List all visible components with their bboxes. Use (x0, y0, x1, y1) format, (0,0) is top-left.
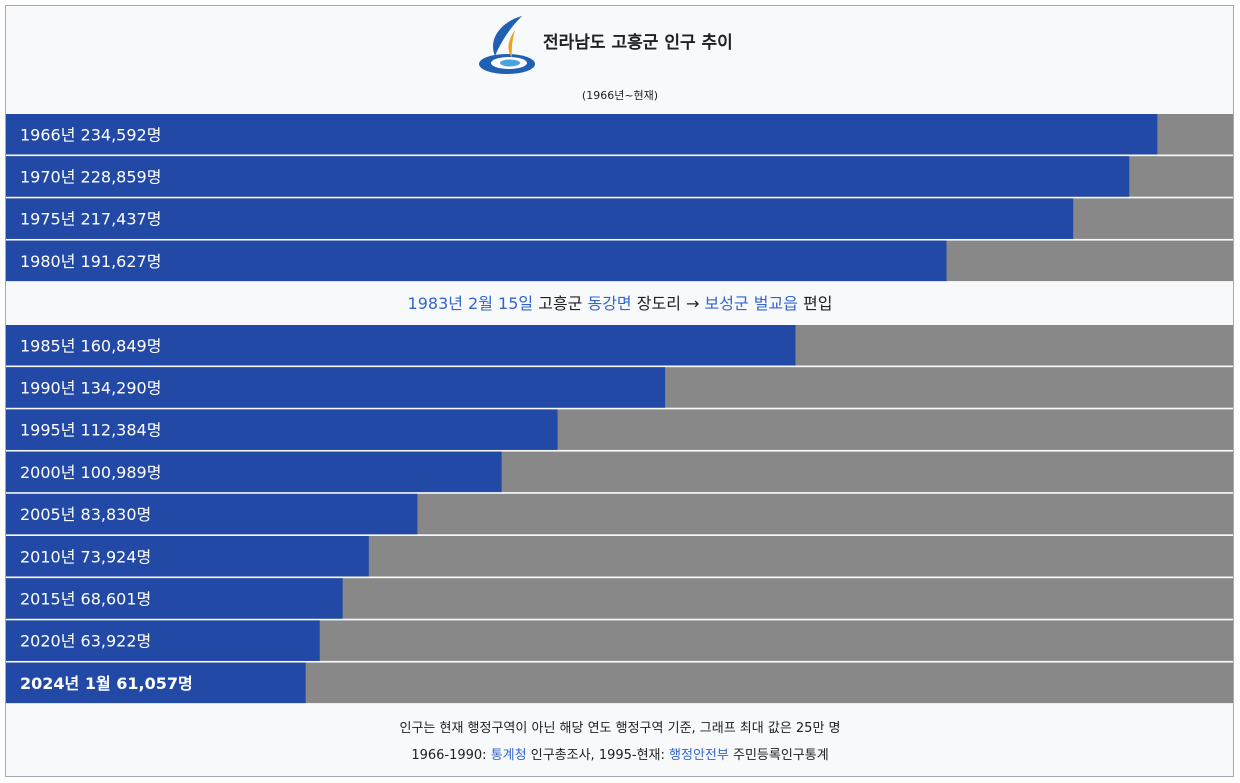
link: 1983년 2월 15일 (408, 294, 534, 313)
value-label: 63,922명 (81, 631, 152, 650)
bar (6, 240, 947, 282)
logo (479, 16, 535, 74)
text: 1966-1990: (411, 748, 486, 763)
value-label: 112,384명 (81, 420, 162, 439)
category-label: 2005년 (20, 505, 75, 524)
value-label: 217,437명 (81, 209, 162, 228)
link: 통계청 (491, 748, 527, 763)
value-label: 68,601명 (81, 589, 152, 608)
text: 고흥군 (538, 294, 582, 313)
text: 인구는 현재 행정구역이 아닌 해당 연도 행정구역 기준, 그래프 최대 값은… (399, 720, 840, 736)
note: 1966-1990: 통계청 인구총조사, 1995-현재: 행정안전부 주민등… (411, 747, 828, 763)
bar-label: 2024년 1월 61,057명 (20, 673, 193, 692)
bar (6, 198, 1074, 239)
value-label: 191,627명 (81, 251, 162, 270)
category-label: 1995년 (20, 420, 75, 439)
text: 주민등록인구통계 (733, 748, 829, 763)
category-label: 1966년 (20, 125, 75, 144)
bar-label: 1980년 191,627명 (20, 251, 161, 270)
bar (6, 578, 343, 619)
category-label: 2015년 (20, 589, 75, 608)
category-label: 1975년 (20, 209, 75, 228)
chart-title: 전라남도 고흥군 인구 추이 (543, 32, 733, 53)
bar (6, 367, 666, 408)
bar-label: 2015년 68,601명 (20, 589, 151, 608)
text: → (686, 294, 699, 313)
value-label: 134,290명 (81, 378, 162, 397)
text: 편입 (803, 294, 832, 313)
bar-label: 1995년 112,384명 (20, 420, 161, 439)
bar (6, 662, 306, 704)
category-label: 1990년 (20, 378, 75, 397)
bar-label: 2000년 100,989명 (20, 462, 161, 481)
bar (6, 325, 796, 366)
note: 인구는 현재 행정구역이 아닌 해당 연도 행정구역 기준, 그래프 최대 값은… (399, 720, 840, 736)
bar-label: 1985년 160,849명 (20, 336, 161, 355)
category-label: 1985년 (20, 336, 75, 355)
annotation: 1983년 2월 15일 고흥군 동강면 장도리 → 보성군 벌교읍 편입 (408, 294, 833, 313)
value-label: 73,924명 (81, 547, 152, 566)
value-label: 61,057명 (116, 673, 192, 692)
link: 행정안전부 (669, 747, 729, 763)
category-label: 1970년 (20, 167, 75, 186)
bar-label: 1966년 234,592명 (20, 125, 161, 144)
bar (6, 114, 1158, 155)
value-label: 234,592명 (81, 125, 162, 144)
value-label: 83,830명 (81, 505, 152, 524)
bar (6, 493, 418, 535)
bar-label: 2020년 63,922명 (20, 631, 151, 650)
category-label: 2010년 (20, 547, 75, 566)
category-label: 2000년 (20, 462, 75, 481)
chart-subtitle: (1966년~현재) (582, 89, 658, 102)
value-label: 100,989명 (81, 462, 162, 481)
bar (6, 451, 502, 493)
value-label: 160,849명 (81, 336, 162, 355)
category-label: 2020년 (20, 631, 75, 650)
bar (6, 409, 558, 450)
category-label: 2024년 1월 (20, 673, 111, 692)
value-label: 228,859명 (81, 167, 162, 186)
bar-label: 2005년 83,830명 (20, 505, 151, 524)
link: 동강면 (587, 294, 631, 313)
bar (6, 156, 1130, 197)
category-label: 1980년 (20, 251, 75, 270)
bar-label: 1975년 217,437명 (20, 209, 161, 228)
bar-label: 1970년 228,859명 (20, 167, 161, 186)
text: 인구총조사, 1995-현재: (531, 748, 665, 763)
link: 보성군 벌교읍 (705, 294, 798, 313)
text: 장도리 (637, 294, 681, 313)
bar-label: 2010년 73,924명 (20, 547, 151, 566)
annotation-row (6, 283, 1233, 323)
bar (6, 536, 369, 577)
bar (6, 620, 320, 661)
bar-label: 1990년 134,290명 (20, 378, 161, 397)
